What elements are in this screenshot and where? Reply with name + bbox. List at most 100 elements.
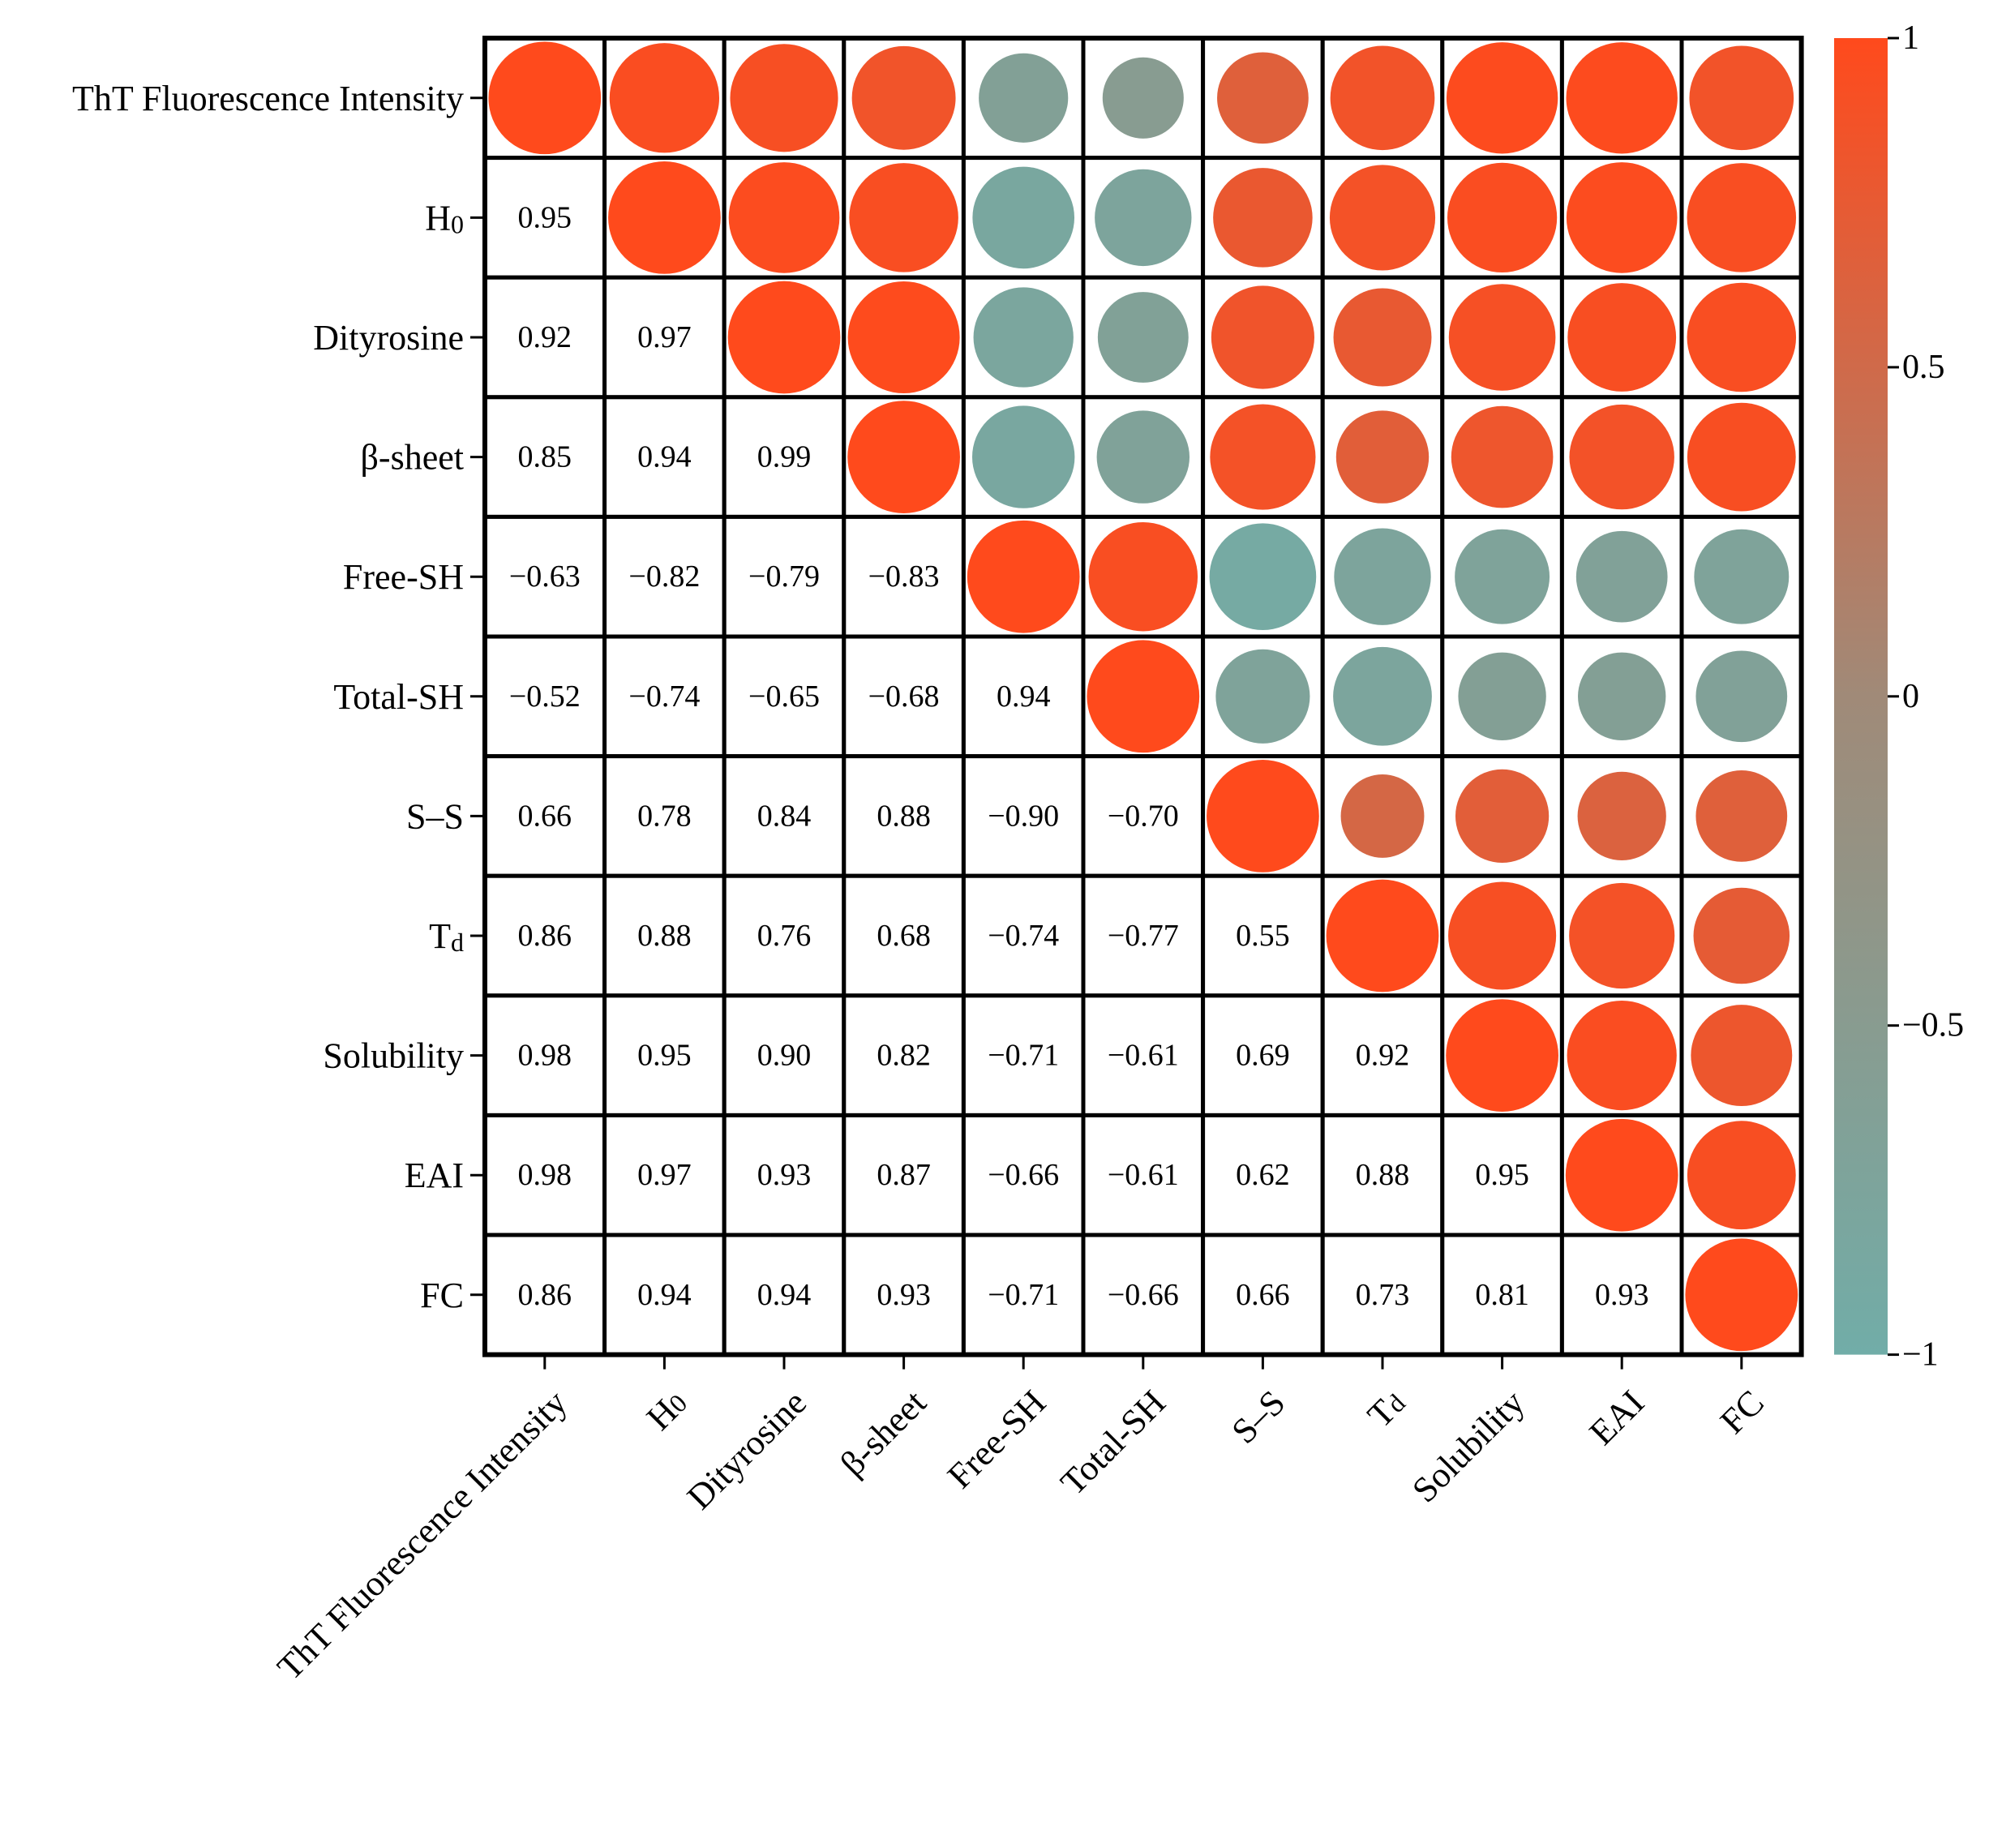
y-tick-label: Solubility xyxy=(323,1035,464,1075)
matrix-cell xyxy=(482,754,607,878)
correlation-circle xyxy=(1458,652,1546,740)
correlation-circle xyxy=(1217,52,1309,144)
correlation-circle xyxy=(1566,162,1678,273)
correlation-circle xyxy=(1687,1121,1796,1230)
matrix-cell xyxy=(842,873,966,998)
matrix-cell xyxy=(842,1113,966,1237)
correlation-circle xyxy=(851,45,956,150)
matrix-cell xyxy=(482,993,607,1117)
correlation-circle xyxy=(1448,284,1556,391)
correlation-value: 0.66 xyxy=(1236,1278,1290,1312)
y-tick-label: EAI xyxy=(405,1156,464,1195)
correlation-circle xyxy=(1096,410,1190,504)
correlation-circle xyxy=(488,41,602,155)
x-tick-label: Total-SH xyxy=(1053,1383,1173,1503)
y-tick-label: Dityrosine xyxy=(313,318,464,358)
correlation-circle xyxy=(1102,57,1184,139)
matrix-cell xyxy=(842,634,966,759)
colorbar-tick-label: 0 xyxy=(1902,678,1919,715)
correlation-circle xyxy=(1694,529,1790,624)
correlation-value: 0.95 xyxy=(1475,1158,1529,1192)
matrix-cell xyxy=(602,1233,727,1357)
correlation-value: 0.76 xyxy=(757,919,812,953)
correlation-circle xyxy=(727,281,841,394)
correlation-circle xyxy=(1577,771,1666,861)
correlation-circle xyxy=(1575,530,1668,623)
correlation-circle xyxy=(972,166,1075,269)
colorbar-tick-label: 1 xyxy=(1902,19,1919,57)
matrix-cell xyxy=(842,514,966,639)
correlation-circle xyxy=(1446,42,1558,154)
matrix-cell xyxy=(1081,1233,1206,1357)
correlation-value: 0.94 xyxy=(997,680,1051,714)
matrix-cell xyxy=(722,514,847,639)
correlation-circle xyxy=(1097,292,1189,383)
correlation-value: 0.93 xyxy=(877,1278,931,1312)
y-tick-label: ThT Fluorescence Intensity xyxy=(72,78,464,118)
correlation-circle xyxy=(1335,410,1430,504)
colorbar-tick-label: 0.5 xyxy=(1902,349,1945,386)
correlation-circle xyxy=(1451,405,1554,508)
correlation-value: 0.88 xyxy=(637,919,692,953)
correlation-circle xyxy=(1333,288,1432,387)
correlation-circle xyxy=(967,520,1080,633)
correlation-circle xyxy=(1693,887,1790,984)
correlation-circle xyxy=(979,53,1069,143)
correlation-value: 0.92 xyxy=(1356,1039,1410,1073)
correlation-circle xyxy=(1695,770,1788,862)
correlation-value: −0.83 xyxy=(868,560,940,594)
matrix-cell xyxy=(722,395,847,519)
correlation-value: 0.99 xyxy=(757,440,812,474)
x-tick-label: Td xyxy=(1360,1383,1412,1435)
correlation-circle xyxy=(971,405,1075,508)
correlation-circle xyxy=(1695,650,1788,743)
correlation-value: 0.98 xyxy=(518,1039,572,1073)
correlation-circle xyxy=(1330,45,1435,151)
correlation-circle xyxy=(728,162,840,273)
correlation-circle xyxy=(1567,283,1677,392)
correlation-value: −0.52 xyxy=(509,680,581,714)
matrix-cell xyxy=(722,993,847,1117)
correlation-value: 0.82 xyxy=(877,1039,931,1073)
matrix-cell xyxy=(1320,993,1445,1117)
correlation-circle xyxy=(1691,1005,1793,1107)
matrix-cell xyxy=(602,514,727,639)
correlation-circle xyxy=(1687,163,1797,272)
correlation-value: 0.90 xyxy=(757,1039,812,1073)
correlation-value: −0.63 xyxy=(509,560,581,594)
correlation-value: 0.86 xyxy=(518,1278,572,1312)
correlation-value: 0.88 xyxy=(1356,1158,1410,1192)
correlation-value: −0.66 xyxy=(988,1158,1059,1192)
y-tick-label: FC xyxy=(420,1275,464,1314)
matrix-cell xyxy=(961,1113,1086,1237)
correlation-value: 0.94 xyxy=(637,1278,692,1312)
correlation-value: −0.74 xyxy=(628,680,700,714)
correlation-value: 0.81 xyxy=(1475,1278,1529,1312)
correlation-circle xyxy=(1340,774,1425,858)
correlation-circle xyxy=(1565,1118,1678,1232)
correlation-value: 0.73 xyxy=(1356,1278,1410,1312)
correlation-circle xyxy=(1329,165,1436,271)
x-tick-label: Free-SH xyxy=(940,1383,1053,1496)
correlation-value: 0.94 xyxy=(637,440,692,474)
colorbar-gradient xyxy=(1834,38,1888,1355)
correlation-value: −0.74 xyxy=(988,919,1059,953)
x-tick-label: S–S xyxy=(1224,1383,1293,1451)
correlation-value: −0.90 xyxy=(988,799,1059,833)
matrix-cell xyxy=(1559,1233,1684,1357)
y-tick-label: Free-SH xyxy=(343,557,464,597)
correlation-circle xyxy=(847,401,960,513)
correlation-value: 0.85 xyxy=(518,440,572,474)
colorbar-tick-label: −1 xyxy=(1902,1336,1939,1374)
correlation-circle xyxy=(1334,528,1431,625)
x-tick-label: EAI xyxy=(1582,1383,1652,1452)
matrix-marks: 0.95 0.92 0.97 0.85 0.94 0.99 −0.63 −0.82 −0.79 −… xyxy=(488,41,1798,1352)
correlation-circle xyxy=(1567,1000,1677,1111)
x-tick-label: Dityrosine xyxy=(679,1383,814,1517)
matrix-cell xyxy=(1081,1113,1206,1237)
correlation-value: 0.97 xyxy=(637,320,692,354)
correlation-circle xyxy=(609,43,720,153)
correlation-value: −0.82 xyxy=(628,560,700,594)
correlation-value: −0.70 xyxy=(1108,799,1179,833)
x-tick-label: Solubility xyxy=(1404,1383,1532,1510)
